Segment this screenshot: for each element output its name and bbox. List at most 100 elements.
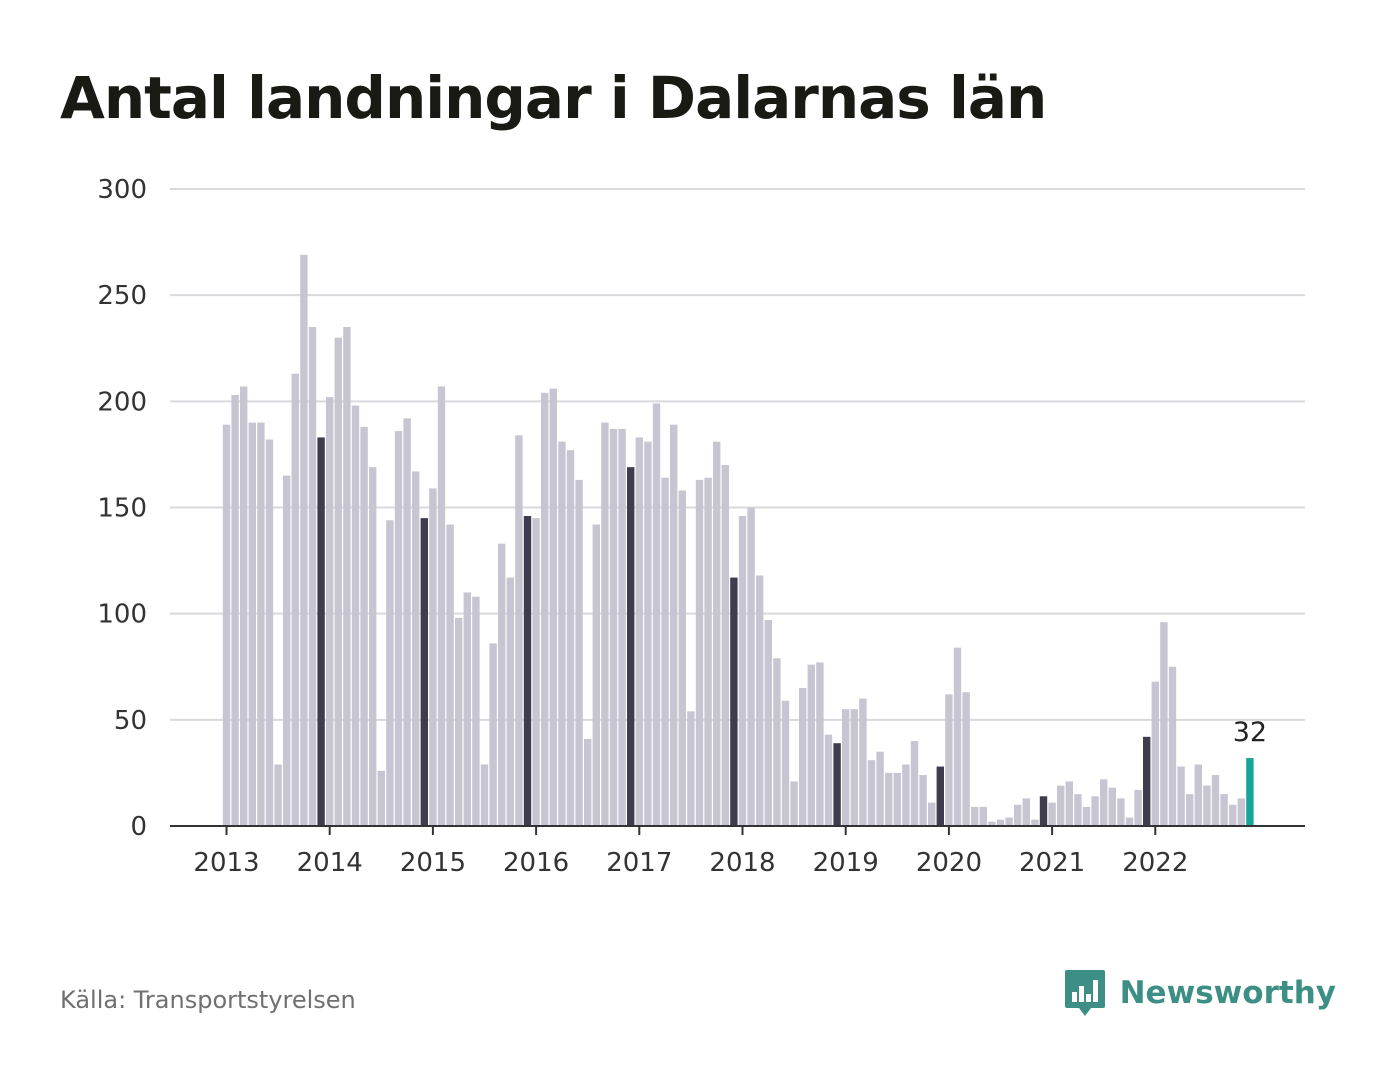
bar-2016-04	[558, 441, 566, 826]
bar-2018-07	[790, 781, 798, 826]
bar-2020-03	[962, 692, 970, 826]
bar-2018-03	[756, 575, 764, 826]
bar-2016-08	[592, 524, 600, 826]
x-tick-label: 2015	[400, 848, 466, 878]
bar-2019-08	[902, 764, 910, 826]
bar-2019-03	[859, 698, 867, 826]
bar-2021-10	[1125, 817, 1134, 826]
bar-2015-10	[506, 577, 514, 826]
y-tick-label: 200	[97, 387, 147, 417]
bar-2021-07	[1100, 779, 1108, 826]
bar-2015-07	[480, 764, 489, 826]
bar-2020-09	[1014, 804, 1022, 826]
bar-2022-06	[1194, 764, 1202, 826]
bar-2021-04	[1074, 794, 1082, 826]
x-axis: 2013 2014 2015 2016 2017 2018 2019 2020 2021 2022	[170, 825, 1305, 878]
bar-2016-07	[584, 738, 592, 826]
x-tick-label: 2013	[193, 848, 259, 878]
bar-2022-09	[1220, 794, 1228, 826]
bar-2014-09	[394, 431, 403, 826]
x-tick-label: 2016	[503, 848, 569, 878]
y-tick-label: 100	[97, 600, 147, 630]
bar-2014-05	[360, 426, 368, 826]
bar-2017-07	[687, 711, 695, 826]
bar-2018-11	[824, 734, 833, 826]
x-tick-label: 2020	[916, 848, 982, 878]
bar-2018-12	[833, 743, 841, 826]
latest-value-label: 32	[1233, 717, 1267, 748]
bar-2013-07	[274, 764, 282, 826]
bar-2022-01	[1151, 681, 1159, 826]
bar-2014-12	[420, 518, 428, 826]
y-tick-label: 150	[97, 494, 147, 524]
bar-2018-05	[773, 658, 781, 826]
bar-2021-09	[1117, 798, 1125, 826]
bar-2015-12	[523, 515, 532, 826]
bar-2020-10	[1022, 798, 1030, 826]
x-tick-label: 2017	[606, 848, 672, 878]
bar-2018-06	[781, 700, 790, 826]
bar-2013-10	[300, 254, 308, 826]
y-tick-label: 250	[97, 281, 147, 311]
bar-2014-08	[386, 520, 394, 826]
bar-2020-02	[953, 647, 962, 826]
bar-2015-08	[489, 643, 497, 826]
bar-2019-02	[850, 709, 858, 826]
bar-2020-06	[988, 821, 996, 826]
bar-2015-11	[515, 435, 523, 826]
bar-2019-05	[876, 751, 884, 826]
source-note: Källa: Transportstyrelsen	[60, 986, 356, 1014]
bar-2014-10	[403, 418, 411, 826]
bar-2016-12	[627, 467, 635, 826]
x-tick-label: 2022	[1122, 848, 1188, 878]
bar-2018-08	[799, 687, 807, 826]
bar-2021-08	[1108, 787, 1116, 826]
x-tick-label: 2021	[1019, 848, 1085, 878]
y-tick-label: 300	[97, 175, 147, 205]
y-tick-label: 50	[114, 706, 147, 736]
bar-2013-06	[265, 439, 274, 826]
bar-2014-06	[369, 467, 377, 826]
bar-2013-05	[257, 422, 265, 826]
bar-2014-04	[351, 405, 360, 826]
x-tick-label: 2019	[813, 848, 879, 878]
bar-2017-02	[644, 441, 652, 826]
bar-2022-07	[1203, 785, 1211, 826]
bar-2014-07	[377, 770, 385, 826]
x-tick-label: 2014	[297, 848, 363, 878]
bar-2018-04	[764, 620, 772, 826]
bar-2013-01	[222, 424, 231, 826]
bar-2015-04	[455, 617, 463, 826]
bars	[222, 254, 1254, 826]
bar-2016-02	[541, 392, 549, 826]
bar-2019-10	[919, 775, 927, 826]
bar-2019-07	[893, 772, 901, 826]
bar-2017-05	[670, 424, 678, 826]
bar-2020-01	[945, 694, 953, 826]
bar-2017-06	[678, 490, 686, 826]
bar-2018-10	[816, 662, 824, 826]
bar-2019-01	[842, 709, 850, 826]
bar-2018-02	[747, 507, 755, 826]
bar-2022-04	[1177, 766, 1185, 826]
y-tick-label: 0	[130, 812, 147, 842]
newsworthy-logo-icon	[1064, 970, 1105, 1016]
bar-2020-11	[1031, 819, 1039, 826]
bar-2015-06	[472, 596, 480, 826]
bar-2018-09	[807, 664, 815, 826]
bar-2021-01	[1048, 802, 1056, 826]
bar-2013-02	[231, 394, 239, 826]
bar-2017-09	[704, 477, 712, 826]
bar-2022-10	[1229, 804, 1237, 826]
bar-2014-01	[326, 397, 334, 826]
bar-2013-11	[308, 327, 317, 826]
bar-2017-08	[695, 479, 704, 826]
bar-2020-04	[971, 806, 979, 826]
bar-2021-02	[1057, 785, 1065, 826]
bar-2015-05	[463, 592, 471, 826]
bar-2019-09	[910, 741, 919, 826]
bar-2021-06	[1091, 796, 1099, 826]
bar-2019-06	[885, 772, 893, 826]
bar-2016-05	[566, 450, 575, 826]
bar-2022-12	[1246, 758, 1254, 826]
